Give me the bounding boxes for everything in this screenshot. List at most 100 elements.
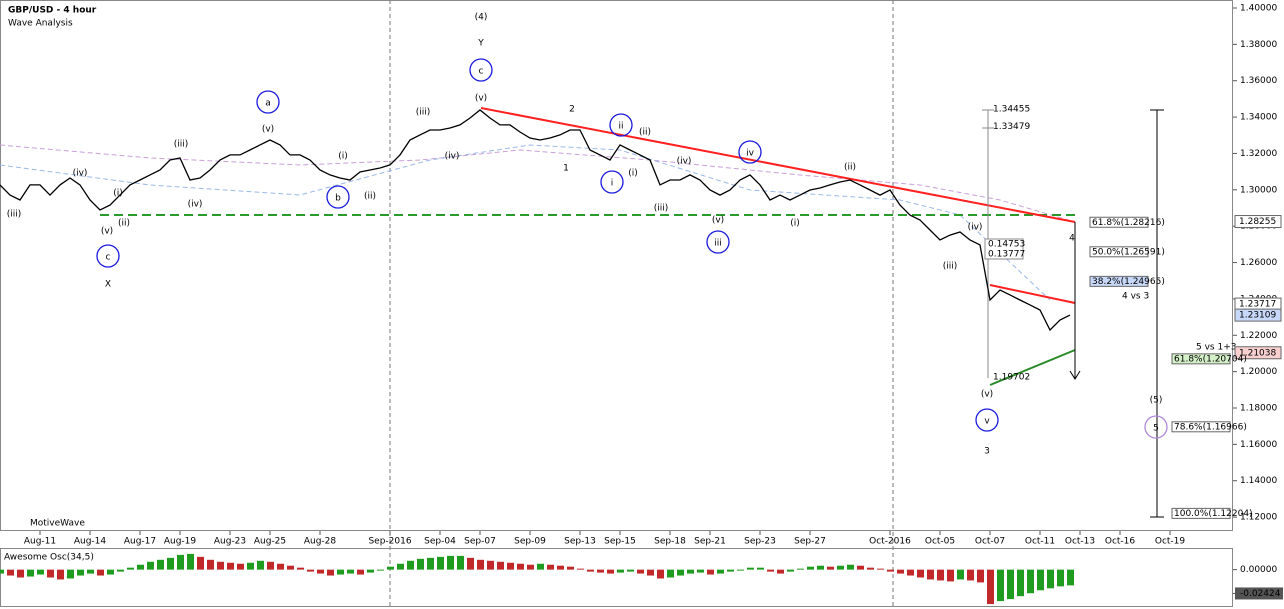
oscillator-bar: [967, 569, 974, 581]
oscillator-bar: [67, 569, 74, 579]
y-tick-label: 1.40000: [1240, 4, 1277, 14]
fib-box: [1171, 353, 1231, 365]
measure-box: [984, 238, 1024, 260]
oscillator-bar: [37, 569, 44, 575]
x-tick-label: Sep-18: [654, 537, 686, 547]
wave-label: ii: [618, 122, 623, 132]
wave-label: (iv): [677, 157, 692, 167]
wave-label: (v): [101, 227, 113, 237]
x-tick-label: Sep-15: [604, 537, 636, 547]
oscillator-bar: [117, 569, 124, 572]
oscillator-bar: [597, 569, 604, 573]
oscillator-bar: [807, 566, 814, 570]
oscillator-bar: [657, 569, 664, 579]
wave-label: (ii): [364, 192, 376, 202]
oscillator-bar: [757, 567, 764, 570]
fib-box: [1089, 275, 1149, 287]
oscillator-bar: [917, 569, 924, 578]
wave-label: 3: [984, 447, 990, 457]
price-marker-label: 1.21038: [1239, 348, 1276, 358]
tick-box: [1235, 587, 1283, 600]
oscillator-bar: [837, 565, 844, 570]
oscillator-bar: [97, 569, 104, 576]
y-tick-label: 1.16000: [1240, 440, 1277, 450]
y-tick-label: 1.20000: [1240, 367, 1277, 377]
oscillator-bar: [557, 565, 564, 570]
oscillator-bar: [487, 560, 494, 570]
oscillator-bar: [897, 569, 904, 574]
oscillator-bar: [797, 568, 804, 570]
fib-label: 61.8%(1.28216): [1092, 218, 1165, 228]
oscillator-bar: [467, 557, 474, 570]
note: 5 vs 1+3: [1196, 343, 1236, 353]
oscillator-bar: [357, 569, 364, 575]
fib-box: [1089, 216, 1149, 228]
wave-label: (iii): [174, 140, 189, 150]
wave-label: 2: [569, 105, 575, 115]
wave-label: (iv): [445, 152, 460, 162]
oscillator-bar: [827, 566, 834, 570]
oscillator-bar: [587, 569, 594, 572]
wave-label: (iv): [968, 223, 983, 233]
oscillator-bar: [7, 569, 14, 576]
wave-label: a: [265, 99, 271, 109]
oscillator-bar: [887, 569, 894, 572]
oscillator-bar: [647, 569, 654, 576]
oscillator-bar: [137, 564, 144, 570]
y-tick-label: 1.18000: [1240, 404, 1277, 414]
wave-label: (v): [475, 94, 487, 104]
wave-circle: [706, 230, 730, 254]
wave-label: (v): [262, 125, 274, 135]
fib-label: 50.0%(1.26591): [1092, 247, 1165, 257]
fib-label: 61.8%(1.20704): [1174, 354, 1247, 364]
x-tick-label: Oct-13: [1065, 537, 1095, 547]
x-tick-label: Oct-05: [925, 537, 955, 547]
oscillator-bar: [217, 561, 224, 570]
wave-label: (iii): [654, 204, 669, 214]
oscillator-bar: [1017, 569, 1024, 597]
wave-label: (iii): [943, 262, 958, 272]
oscillator-bar: [937, 569, 944, 581]
oscillator-bar: [727, 569, 734, 572]
wave-label: (i): [628, 169, 638, 179]
price-marker-label: 1.28255: [1239, 217, 1276, 227]
oscillator-bar: [207, 559, 214, 570]
oscillator-bar: [947, 569, 954, 582]
oscillator-bar: [377, 569, 384, 571]
wave-label: (i): [790, 219, 800, 229]
x-tick-label: Sep-2016: [368, 537, 411, 547]
y-tick-label: 1.12000: [1240, 513, 1277, 523]
oscillator-bar: [347, 569, 354, 574]
moving-average: [0, 144, 1076, 223]
oscillator-bar: [517, 563, 524, 570]
x-tick-label: Oct-2016: [869, 537, 911, 547]
oscillator-bar: [477, 559, 484, 570]
oscillator-bar: [607, 569, 614, 574]
wave-label: (ii): [844, 163, 856, 173]
oscillator-bar: [47, 569, 54, 578]
oscillator-bar: [627, 569, 634, 572]
oscillator-bar: [0, 569, 4, 574]
oscillator-bar: [777, 569, 784, 574]
wave-label: i: [611, 179, 614, 189]
wave-label: (i): [338, 152, 348, 162]
x-tick-label: Oct-07: [975, 537, 1005, 547]
x-tick-label: Aug-14: [74, 537, 107, 547]
oscillator-bar: [287, 565, 294, 570]
x-tick-label: Sep-21: [694, 537, 726, 547]
fib-label: 100.0%(1.12204): [1174, 509, 1253, 519]
oscillator-bar: [857, 565, 864, 570]
oscillator-bar: [157, 559, 164, 570]
oscillator-bar: [817, 565, 824, 570]
x-tick-label: Sep-23: [744, 537, 776, 547]
oscillator-bar: [847, 564, 854, 570]
oscillator-title: Awesome Osc(34,5): [4, 553, 94, 563]
y-tick-label: -0.02424: [1240, 589, 1281, 599]
x-tick-label: Aug-23: [214, 537, 246, 547]
y-tick-label: 1.26000: [1240, 258, 1277, 268]
oscillator-bar: [77, 569, 84, 576]
oscillator-bar: [167, 557, 174, 570]
oscillator-bar: [977, 569, 984, 583]
oscillator-bar: [987, 569, 994, 605]
oscillator-bar: [927, 569, 934, 580]
